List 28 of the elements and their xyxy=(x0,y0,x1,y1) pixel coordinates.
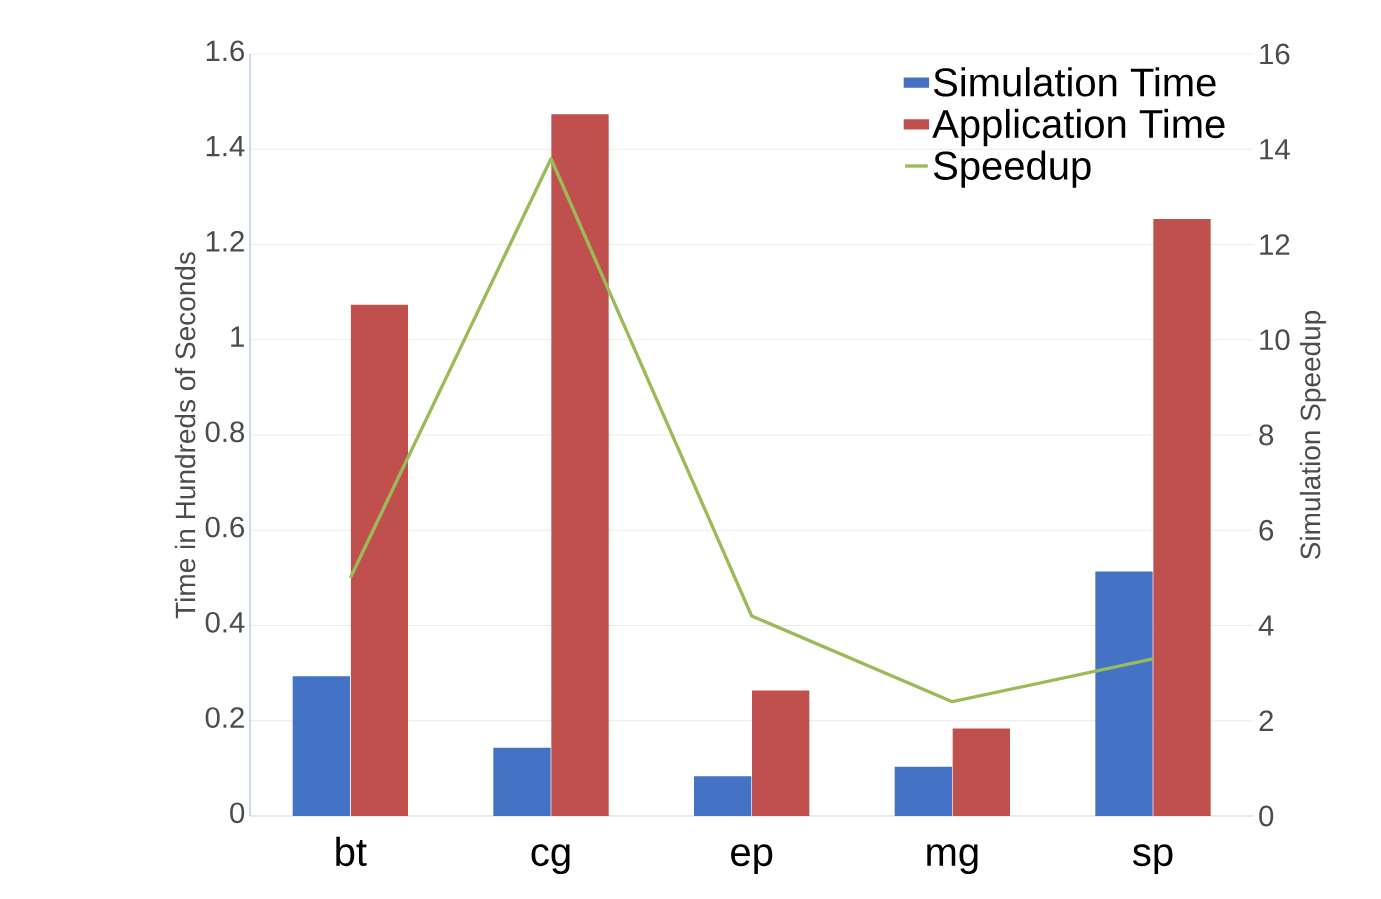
y2-tick-label: 4 xyxy=(1258,615,1274,636)
y-tick-label: 0.6 xyxy=(205,516,245,538)
legend-label: Simulation Time xyxy=(933,67,1216,97)
y-tick-label: 0 xyxy=(230,802,245,824)
x-tick-label: bt xyxy=(336,836,367,867)
y2-tick-label: 2 xyxy=(1259,710,1273,731)
y2-tick-label: 10 xyxy=(1260,329,1290,351)
y-tick-label: 0.2 xyxy=(205,707,244,728)
y-tick-label: 1.2 xyxy=(206,230,244,252)
y2-tick-label: 0 xyxy=(1259,805,1274,827)
x-tick-label: mg xyxy=(927,844,978,875)
y-tick-label: 0.8 xyxy=(205,421,245,443)
y2-tick-label: 12 xyxy=(1260,234,1290,255)
x-tick-label: cg xyxy=(531,844,570,875)
y2-tick-label: 8 xyxy=(1259,424,1274,446)
legend-label: Application Time xyxy=(932,108,1225,147)
x-tick-label: sp xyxy=(1132,844,1173,875)
x-tick-label: ep xyxy=(731,844,773,875)
y-tick-label: 1 xyxy=(231,326,244,347)
legend-label: Speedup xyxy=(933,150,1091,188)
y-tick-label: 1.4 xyxy=(206,135,245,157)
y2-axis-title: Simulation Speedup xyxy=(1299,310,1326,560)
y-tick-label: 0.4 xyxy=(205,611,245,633)
y-axis-title: Time in Hundreds of Seconds xyxy=(174,252,196,619)
y2-tick-label: 16 xyxy=(1260,43,1290,65)
y-tick-label: 1.6 xyxy=(206,40,245,62)
y2-tick-label: 6 xyxy=(1259,519,1274,541)
y2-tick-label: 14 xyxy=(1260,139,1290,160)
